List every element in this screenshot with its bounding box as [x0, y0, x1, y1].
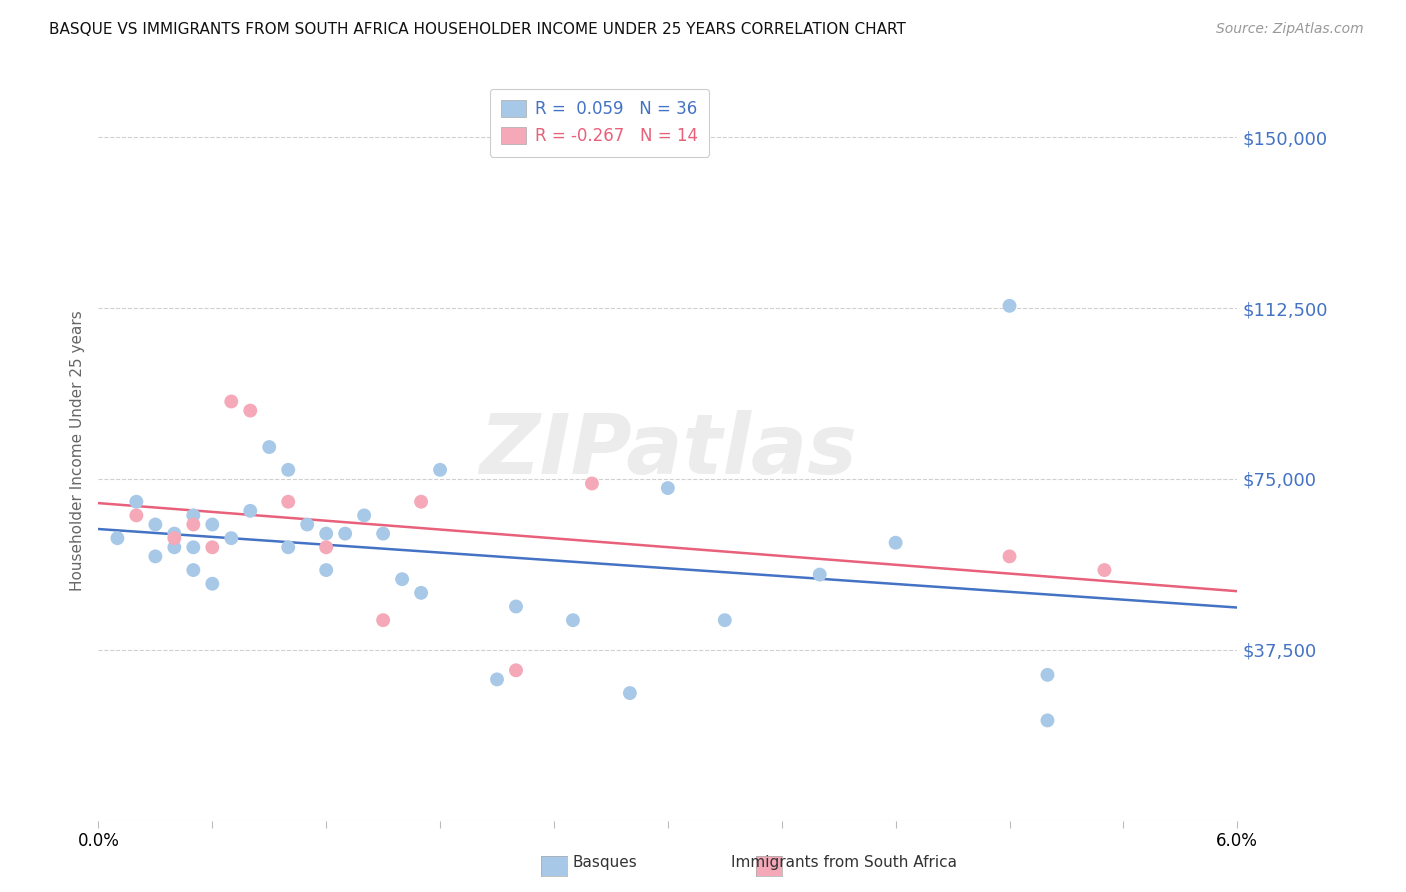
Point: [183, 541, 205, 555]
Text: ZIPatlas: ZIPatlas: [479, 410, 856, 491]
Y-axis label: Householder Income Under 25 years: Householder Income Under 25 years: [70, 310, 86, 591]
Point: [221, 394, 243, 409]
Point: [714, 613, 737, 627]
Point: [562, 613, 585, 627]
Point: [201, 576, 224, 591]
Point: [335, 526, 357, 541]
Point: [183, 508, 205, 523]
Point: [277, 541, 299, 555]
Point: [183, 563, 205, 577]
Point: [125, 508, 148, 523]
Point: [201, 517, 224, 532]
Point: [884, 535, 907, 549]
Legend: R =  0.059   N = 36, R = -0.267   N = 14: R = 0.059 N = 36, R = -0.267 N = 14: [489, 88, 710, 157]
Point: [145, 549, 167, 564]
Point: [125, 494, 148, 508]
Point: [315, 526, 337, 541]
Point: [808, 567, 831, 582]
Point: [411, 494, 433, 508]
Point: [429, 463, 451, 477]
Point: [259, 440, 281, 454]
Text: Basques: Basques: [572, 855, 637, 870]
Point: [201, 541, 224, 555]
Point: [1036, 668, 1059, 682]
Point: [998, 549, 1021, 564]
Text: Source: ZipAtlas.com: Source: ZipAtlas.com: [1216, 22, 1364, 37]
Point: [1094, 563, 1116, 577]
Point: [371, 526, 394, 541]
Text: Immigrants from South Africa: Immigrants from South Africa: [731, 855, 956, 870]
Point: [277, 494, 299, 508]
Point: [619, 686, 641, 700]
Text: BASQUE VS IMMIGRANTS FROM SOUTH AFRICA HOUSEHOLDER INCOME UNDER 25 YEARS CORRELA: BASQUE VS IMMIGRANTS FROM SOUTH AFRICA H…: [49, 22, 905, 37]
Point: [145, 517, 167, 532]
Point: [998, 299, 1021, 313]
Point: [581, 476, 603, 491]
Point: [163, 541, 186, 555]
Point: [297, 517, 319, 532]
Point: [391, 572, 413, 586]
Point: [411, 586, 433, 600]
Point: [315, 563, 337, 577]
Point: [505, 663, 527, 677]
Point: [353, 508, 375, 523]
Point: [107, 531, 129, 545]
Point: [486, 673, 509, 687]
Point: [371, 613, 394, 627]
Point: [163, 531, 186, 545]
Point: [163, 526, 186, 541]
Point: [657, 481, 679, 495]
Point: [277, 463, 299, 477]
Point: [315, 541, 337, 555]
Point: [183, 517, 205, 532]
Point: [239, 504, 262, 518]
Point: [221, 531, 243, 545]
Point: [505, 599, 527, 614]
Point: [239, 403, 262, 417]
Point: [1036, 714, 1059, 728]
